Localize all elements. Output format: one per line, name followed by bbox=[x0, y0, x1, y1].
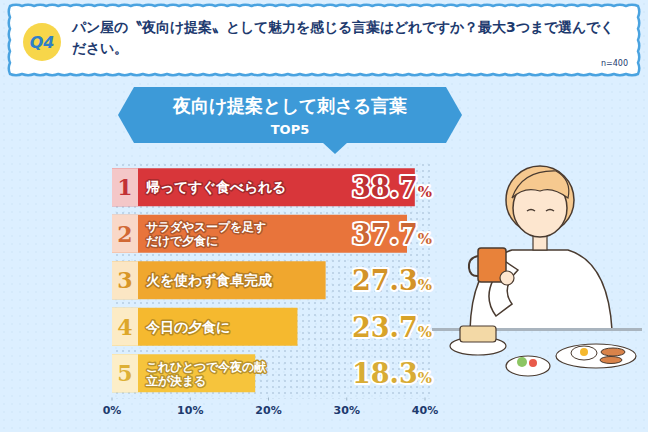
value-label: 37.7% bbox=[352, 219, 432, 250]
egg-white bbox=[571, 346, 597, 360]
tomato bbox=[529, 359, 537, 367]
question: パン屋の〝夜向け提案〟として魅力を感じる言葉はどれですか？最大3つまで選んでくだ… bbox=[71, 19, 614, 56]
value-label: 27.3% bbox=[352, 265, 432, 296]
category-line: サラダやスープを足す bbox=[146, 220, 266, 234]
value-unit: % bbox=[418, 369, 432, 387]
category-label: これひとつで今夜の献立が決まる bbox=[145, 360, 267, 388]
plot-texture bbox=[112, 162, 431, 399]
person-bangs bbox=[512, 171, 569, 198]
sample-size: n=400 bbox=[601, 59, 628, 68]
rank-box bbox=[112, 354, 138, 392]
category-label: 帰ってすぐ食べられる bbox=[145, 179, 286, 195]
value-unit: % bbox=[418, 323, 432, 341]
rank-label: 4 bbox=[117, 314, 132, 340]
x-tick-label: 30% bbox=[334, 404, 360, 417]
badge-circle bbox=[23, 23, 61, 61]
x-tick-label: 20% bbox=[255, 404, 281, 417]
category-label: 火を使わず食卓完成 bbox=[146, 272, 272, 289]
background bbox=[0, 0, 648, 432]
chart-subtitle: TOP5 bbox=[271, 122, 310, 137]
value-label: 23.7% bbox=[352, 312, 432, 343]
x-tick bbox=[268, 398, 269, 401]
x-tick-label: 40% bbox=[412, 404, 438, 417]
value-unit: % bbox=[418, 230, 432, 248]
rank-label: 1 bbox=[117, 174, 132, 200]
x-tick bbox=[112, 398, 113, 401]
category-line: 今日の夕食に bbox=[145, 319, 230, 335]
category-label: 今日の夕食に bbox=[145, 319, 230, 335]
header-frame bbox=[9, 5, 640, 75]
salad bbox=[517, 357, 527, 367]
title-banner bbox=[118, 87, 462, 143]
illustration bbox=[432, 166, 642, 376]
labels: 1 帰ってすぐ食べられる 38.7% 2 サラダやスープを足すだけで夕食に 37.7% 3火… bbox=[117, 172, 432, 389]
person-eyes bbox=[527, 210, 554, 212]
value-number: 27.3 bbox=[352, 265, 418, 296]
bowl bbox=[506, 356, 550, 376]
value-number: 23.7 bbox=[352, 312, 418, 343]
x-tick bbox=[190, 398, 191, 401]
x-tick bbox=[346, 398, 347, 401]
category-line: 帰ってすぐ食べられる bbox=[145, 179, 286, 195]
rank-label: 5 bbox=[117, 360, 132, 386]
x-axis: 0% 10% 20% 30% 40% bbox=[103, 398, 439, 417]
x-tick-label: 0% bbox=[103, 404, 122, 417]
x-tick bbox=[425, 398, 426, 401]
value-label: 18.3% bbox=[352, 358, 432, 389]
category-line: 火を使わず食卓完成 bbox=[146, 272, 272, 289]
page: {"header": {"badge": "Q4", "question": "… bbox=[0, 0, 648, 432]
title-pointer bbox=[322, 142, 348, 154]
rank-label: 3 bbox=[117, 267, 132, 293]
value-number: 37.7 bbox=[352, 219, 418, 250]
value-unit: % bbox=[418, 276, 432, 294]
question-line: ださい。 bbox=[72, 40, 128, 56]
rank-box bbox=[112, 168, 138, 206]
bar bbox=[112, 308, 297, 346]
rank-box bbox=[112, 261, 138, 299]
value-number: 38.7 bbox=[352, 172, 418, 203]
category-line: 立が決まる bbox=[145, 374, 206, 388]
category-label: サラダやスープを足すだけで夕食に bbox=[146, 220, 266, 248]
value-number: 18.3 bbox=[352, 358, 418, 389]
rank-box bbox=[112, 215, 138, 253]
person-hand bbox=[500, 271, 514, 285]
value-label: 38.7% bbox=[352, 172, 432, 203]
bread bbox=[460, 326, 496, 342]
x-tick-label: 10% bbox=[177, 404, 203, 417]
bar bbox=[112, 261, 326, 299]
sausage bbox=[600, 357, 622, 364]
category-line: これひとつで今夜の献 bbox=[146, 360, 267, 374]
plate bbox=[556, 344, 636, 368]
question-line: パン屋の〝夜向け提案〟として魅力を感じる言葉はどれですか？最大3つまで選んでく bbox=[71, 19, 614, 35]
rank-label: 2 bbox=[117, 221, 132, 247]
rank-box bbox=[112, 308, 138, 346]
value-unit: % bbox=[418, 183, 432, 201]
egg-yolk bbox=[580, 348, 588, 356]
category-line: だけで夕食に bbox=[146, 234, 218, 248]
sausage bbox=[601, 348, 625, 356]
chart-root: Q4 パン屋の〝夜向け提案〟として魅力を感じる言葉はどれですか？最大3つまで選んで… bbox=[0, 0, 648, 432]
background-texture bbox=[0, 0, 648, 432]
badge-label: Q4 bbox=[30, 33, 55, 52]
chart-title: 夜向け提案として刺さる言葉 bbox=[172, 95, 407, 116]
